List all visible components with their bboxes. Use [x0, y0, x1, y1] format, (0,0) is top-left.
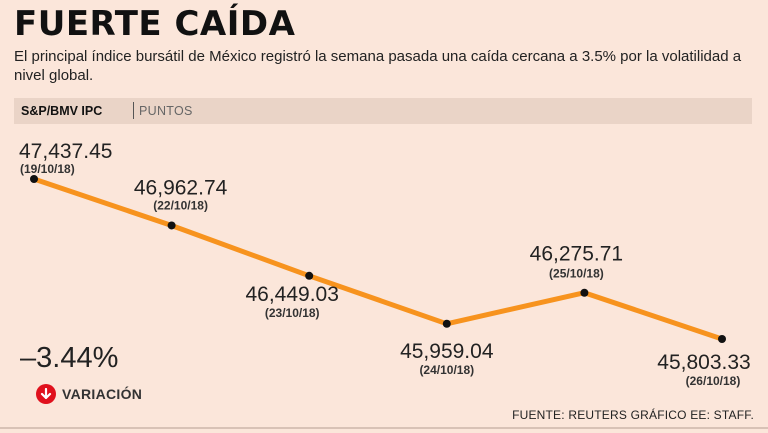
series-label: S&P/BMV IPC [21, 104, 103, 118]
data-label-value: 45,959.04 [400, 340, 494, 363]
data-label-date: (25/10/18) [549, 267, 604, 281]
data-label-value: 47,437.45 [19, 140, 112, 163]
data-label-value: 46,275.71 [530, 243, 623, 266]
footer-divider [0, 427, 768, 429]
arrow-down-circle-icon [36, 384, 56, 404]
data-point [305, 271, 314, 280]
band-separator [133, 102, 134, 119]
variation-value: –3.44% [20, 342, 119, 374]
data-label-value: 46,962.74 [134, 176, 228, 199]
source-note: FUENTE: REUTERS GRÁFICO EE: STAFF. [512, 408, 754, 422]
data-label-date: (26/10/18) [686, 374, 741, 388]
data-points [30, 175, 726, 343]
data-label-value: 45,803.33 [657, 351, 750, 374]
data-point [580, 288, 589, 297]
data-label-value: 46,449.03 [245, 283, 338, 306]
data-point [30, 175, 38, 183]
variation-label: VARIACIÓN [62, 386, 143, 402]
data-label-date: (23/10/18) [265, 306, 320, 320]
unit-label: PUNTOS [139, 104, 193, 118]
series-line [31, 176, 725, 342]
data-label-date: (22/10/18) [153, 198, 208, 212]
data-labels: 47,437.45(19/10/18) 46,962.74(22/10/18) 46… [19, 140, 751, 388]
data-point [167, 221, 176, 230]
series-band: S&P/BMV IPC PUNTOS [14, 98, 752, 124]
variation-row: VARIACIÓN [36, 384, 142, 404]
chart-subtitle: El principal índice bursátil de México r… [14, 48, 742, 84]
chart-title: FUERTE CAÍDA [14, 4, 296, 44]
data-point [442, 319, 451, 328]
data-label-date: (24/10/18) [419, 363, 474, 377]
data-point [718, 335, 726, 343]
data-label-date: (19/10/18) [20, 162, 75, 176]
